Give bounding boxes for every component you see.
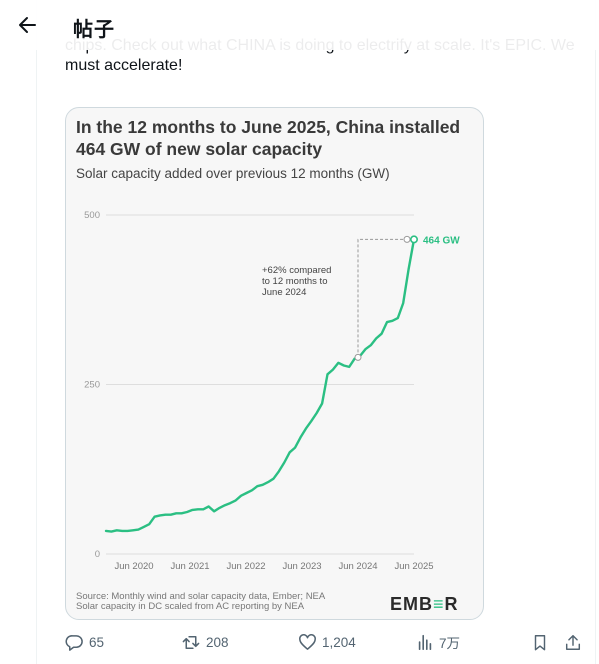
chart-subtitle: Solar capacity added over previous 12 mo…	[76, 166, 390, 181]
tweet-text-line: must accelerate!	[65, 57, 183, 74]
y-tick-label: 250	[84, 380, 100, 391]
repost-icon	[182, 635, 200, 649]
source-line: Solar capacity in DC scaled from AC repo…	[76, 601, 305, 612]
comparison-start-point	[354, 353, 362, 361]
y-tick-label: 500	[84, 210, 100, 221]
x-tick-label: Jun 2025	[394, 561, 433, 572]
logo-accent: ≡	[433, 594, 445, 614]
comparison-bracket	[357, 238, 414, 358]
bookmark-icon	[534, 634, 546, 650]
reply-button[interactable]: 65	[65, 630, 104, 654]
share-button[interactable]	[564, 630, 582, 654]
like-button[interactable]: 1,204	[298, 630, 356, 654]
views-button[interactable]: 7万	[416, 630, 460, 654]
analytics-icon	[418, 634, 432, 651]
series-line	[104, 238, 416, 533]
end-value-label: 464 GW	[423, 235, 460, 246]
comparison-annotation-line: to 12 months to	[262, 276, 327, 287]
x-tick-label: Jun 2023	[282, 561, 321, 572]
chart-title-line: 464 GW of new solar capacity	[76, 139, 323, 159]
chart-source: Source: Monthly wind and solar capacity …	[76, 592, 325, 612]
x-tick-label: Jun 2020	[114, 561, 153, 572]
bookmark-button[interactable]	[531, 630, 549, 654]
view-count: 7万	[439, 636, 461, 651]
repost-button[interactable]: 208	[181, 630, 229, 654]
like-count: 1,204	[322, 634, 356, 650]
chart-title-line: In the 12 months to June 2025, China ins…	[76, 117, 461, 137]
x-tick-label: Jun 2022	[226, 561, 265, 572]
logo-tail: R	[444, 594, 459, 614]
top-bar: 帖子	[0, 0, 599, 50]
chart-title: In the 12 months to June 2025, China ins…	[76, 116, 471, 160]
page-title: 帖子	[73, 17, 115, 41]
reply-count: 65	[89, 634, 105, 650]
arrow-left-icon	[19, 17, 36, 33]
thread-line-left	[36, 0, 37, 664]
tweet-actions: 65 208 1,204 7万	[65, 630, 590, 654]
back-button[interactable]	[14, 12, 40, 38]
y-tick-label: 0	[95, 549, 100, 560]
share-icon	[565, 634, 581, 650]
heart-icon	[299, 633, 316, 650]
repost-count: 208	[206, 634, 229, 650]
solar-capacity-line-chart: 0 250 500 Jun 2020 Jun 2021 Jun 2022 Jun 2023 J…	[84, 210, 460, 572]
comparison-end-point	[403, 235, 411, 243]
chart-image-card[interactable]: In the 12 months to June 2025, China ins…	[65, 107, 484, 620]
comparison-annotation-line: +62% compared	[262, 265, 331, 276]
column-border-right	[595, 0, 596, 664]
source-line: Source: Monthly wind and solar capacity …	[76, 591, 326, 602]
x-tick-label: Jun 2021	[170, 561, 209, 572]
x-tick-label: Jun 2024	[338, 561, 377, 572]
logo-text: EMB	[390, 594, 433, 614]
reply-icon	[65, 634, 83, 651]
series-end-marker	[409, 235, 418, 244]
comparison-annotation-line: June 2024	[262, 287, 306, 298]
ember-logo: EMB≡R	[390, 594, 459, 615]
